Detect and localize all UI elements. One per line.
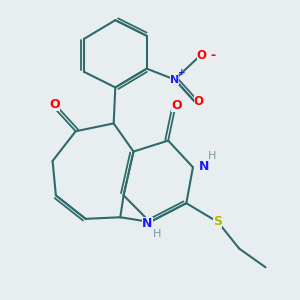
Text: O: O (171, 99, 182, 112)
Text: O: O (49, 98, 59, 110)
Text: H: H (153, 229, 161, 239)
Text: H: H (208, 151, 216, 161)
Text: N: N (142, 217, 152, 230)
Text: S: S (213, 215, 222, 229)
Text: O: O (197, 49, 207, 62)
Text: N: N (199, 160, 209, 173)
Text: O: O (194, 95, 203, 108)
Text: -: - (210, 49, 215, 62)
Text: N: N (170, 75, 179, 85)
Text: +: + (178, 68, 186, 77)
